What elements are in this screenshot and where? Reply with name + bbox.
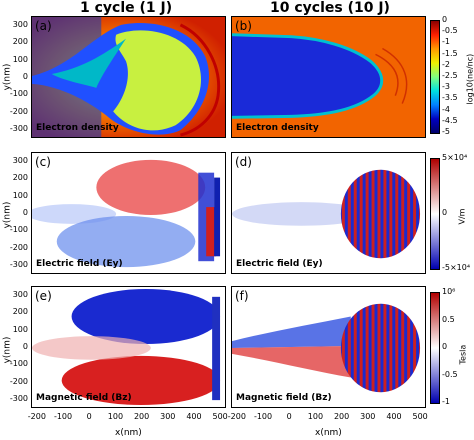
panel-b-density: (b) Electron density	[231, 16, 426, 138]
column-title-10cycles: 10 cycles (10 J)	[270, 0, 390, 16]
colorbar-tick-label: -1	[442, 37, 450, 47]
panel-letter: (e)	[35, 289, 52, 303]
x-tick-label: 500	[212, 412, 228, 421]
colorbar-electric	[430, 158, 440, 270]
y-tick-label: 0	[22, 342, 28, 351]
panel-letter: (f)	[235, 289, 249, 303]
colorbar-label-magnetic: Tesla	[458, 344, 468, 365]
colorbar-tick-label: -0.5	[442, 369, 458, 379]
y-tick-label: 200	[12, 307, 28, 317]
panel-letter: (c)	[35, 155, 51, 169]
colorbar-tick-label: 10⁶	[442, 287, 456, 296]
y-tick-label: 0	[22, 208, 28, 217]
panel-e-magnetic-field: (e) Magnetic field (Bz)	[31, 286, 226, 408]
column-title-1cycle: 1 cycle (1 J)	[80, 0, 173, 16]
x-tick-label: 300	[160, 412, 176, 421]
x-tick-label: 200	[333, 412, 350, 421]
y-tick-label: -200	[9, 106, 28, 116]
x-tick-label: 0	[86, 412, 92, 421]
density-map	[232, 17, 425, 137]
x-tick-label: -200	[27, 412, 46, 421]
colorbar-tick-label: -2	[442, 59, 450, 69]
colorbar-tick-label: 0	[442, 342, 448, 351]
density-map	[32, 17, 225, 137]
panel-letter: (d)	[235, 155, 252, 169]
y-tick-label: 100	[12, 54, 28, 64]
field-map	[232, 169, 421, 259]
x-tick-label: 0	[286, 412, 292, 421]
colorbar-tick-label: -3.5	[442, 93, 458, 103]
colorbar-density	[430, 20, 440, 134]
y-tick-label: 300	[12, 19, 28, 29]
colorbar-tick-label: 0	[442, 15, 448, 24]
panel-name: Electron density	[36, 123, 119, 133]
colorbar-tick-label: -0.5	[442, 26, 458, 36]
panel-letter: (a)	[35, 19, 52, 33]
colorbar-tick-label: 5×10⁴	[442, 153, 468, 162]
y-tick-label: -300	[9, 124, 28, 134]
x-tick-label: 300	[360, 412, 376, 421]
x-tick-label: 500	[412, 412, 428, 421]
y-tick-label: -200	[9, 242, 28, 252]
colorbar-magnetic	[430, 292, 440, 404]
colorbar-tick-label: -1	[442, 397, 450, 406]
x-tick-label: -100	[53, 412, 73, 421]
panel-letter: (b)	[235, 19, 252, 33]
y-tick-label: -100	[9, 225, 28, 235]
colorbar-tick-label: -1.5	[442, 48, 458, 58]
colorbar-tick-label: -3	[442, 82, 450, 92]
x-tick-label: 400	[386, 412, 402, 421]
colorbar-tick-label: -5	[442, 127, 450, 136]
colorbar-tick-label: -2.5	[442, 71, 458, 80]
y-tick-label: 300	[12, 289, 28, 299]
panel-name: Electric field (Ey)	[36, 259, 123, 269]
x-tick-label: 100	[107, 412, 124, 421]
colorbar-tick-label: 0.5	[442, 314, 455, 324]
x-tick-label: 100	[307, 412, 324, 421]
panel-name: Magnetic field (Bz)	[36, 393, 132, 403]
y-tick-label: -100	[9, 359, 28, 369]
panel-a-density: (a) Electron density	[31, 16, 226, 138]
x-tick-label: -200	[227, 412, 246, 421]
colorbar-label-electric: V/m	[457, 208, 467, 225]
field-map	[32, 288, 221, 406]
y-tick-label: 100	[12, 190, 28, 200]
y-tick-label: -300	[9, 260, 28, 270]
panel-name: Electron density	[236, 123, 319, 133]
x-tick-label: -100	[253, 412, 273, 421]
colorbar-tick-label: -5×10⁴	[442, 263, 471, 272]
panel-f-magnetic-field: (f) Magnetic field (Bz)	[231, 286, 426, 408]
colorbar-label-density: log10(ne/nc)	[465, 53, 474, 105]
colorbar-tick-label: -4	[442, 104, 450, 114]
panel-c-electric-field: (c) Electric field (Ey)	[31, 152, 226, 274]
field-map	[232, 303, 421, 393]
y-tick-label: -300	[9, 394, 28, 404]
colorbar-tick-label: -4.5	[442, 115, 458, 125]
y-tick-label: 300	[12, 155, 28, 165]
x-tick-label: 400	[186, 412, 202, 421]
panel-name: Electric field (Ey)	[236, 259, 323, 269]
y-tick-label: 0	[22, 72, 28, 81]
y-tick-label: 200	[12, 37, 28, 47]
panel-name: Magnetic field (Bz)	[236, 393, 332, 403]
y-tick-label: 100	[12, 324, 28, 334]
panel-d-electric-field: (d) Electric field (Ey)	[231, 152, 426, 274]
colorbar-tick-label: 0	[442, 208, 448, 217]
field-map	[32, 159, 221, 268]
y-tick-label: -100	[9, 89, 28, 99]
y-tick-label: 200	[12, 173, 28, 183]
x-tick-label: 200	[133, 412, 150, 421]
x-axis-label: x(nm)	[115, 428, 142, 438]
y-tick-label: -200	[9, 376, 28, 386]
x-axis-label: x(nm)	[315, 428, 342, 438]
